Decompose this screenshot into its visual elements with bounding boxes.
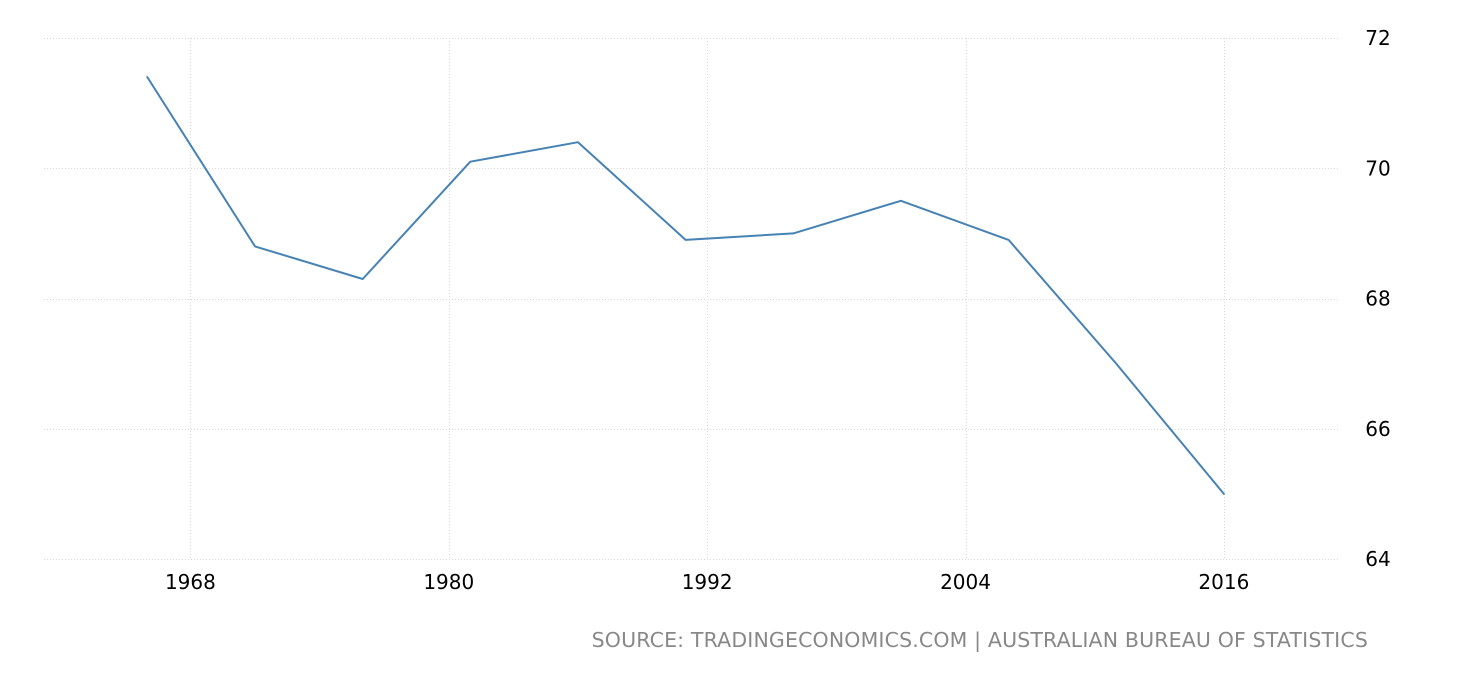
source-caption: SOURCE: TRADINGECONOMICS.COM | AUSTRALIA…	[591, 628, 1368, 652]
x-tick-label: 2016	[1198, 570, 1249, 594]
grid-lines	[44, 38, 1338, 560]
y-axis-labels: 72 70 68 66 64	[1365, 26, 1390, 571]
y-tick-label: 64	[1365, 547, 1390, 571]
y-tick-label: 66	[1365, 417, 1390, 441]
y-tick-label: 72	[1365, 26, 1390, 50]
x-tick-label: 1968	[165, 570, 216, 594]
y-tick-label: 70	[1365, 156, 1390, 180]
x-tick-label: 2004	[940, 570, 991, 594]
x-axis-labels: 1968 1980 1992 2004 2016	[165, 570, 1249, 594]
x-tick-label: 1992	[682, 570, 733, 594]
x-tick-label: 1980	[423, 570, 474, 594]
series-line	[146, 76, 1225, 495]
series-layer	[146, 76, 1225, 495]
y-tick-label: 68	[1365, 287, 1390, 311]
